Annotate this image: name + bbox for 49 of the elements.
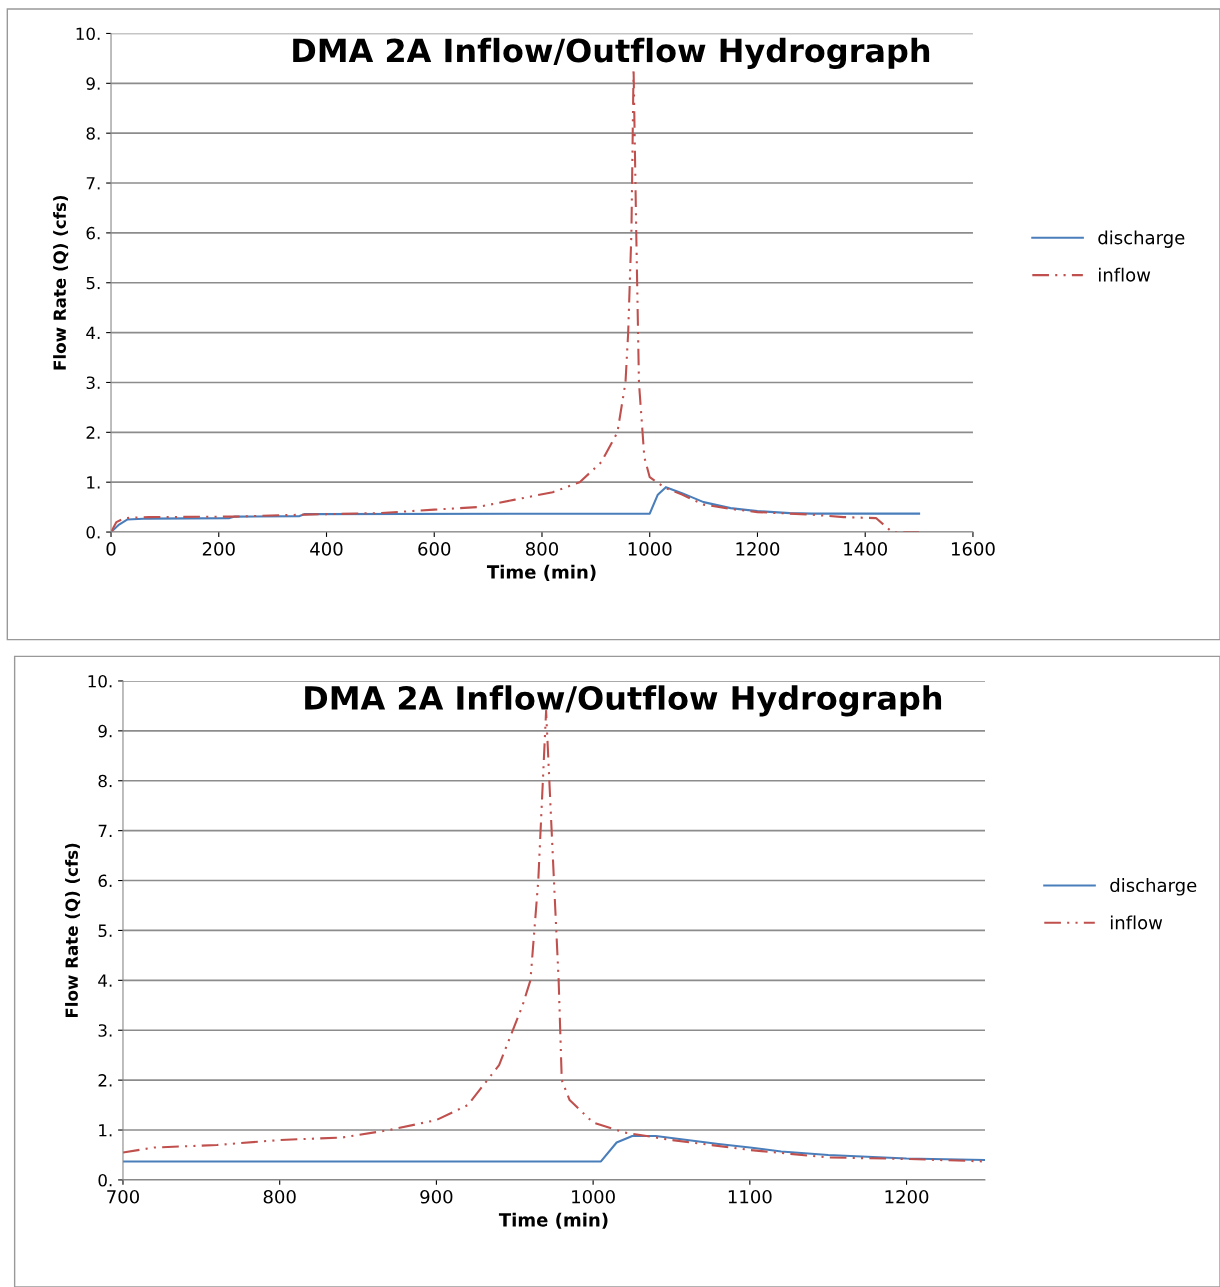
x-axis-title: Time (min) (486, 564, 596, 581)
y-tick-label: 10. (88, 674, 112, 688)
y-tick-label: 4. (98, 974, 112, 987)
y-tick-label: 8. (86, 127, 100, 140)
x-tick-label: 1600 (951, 542, 995, 556)
legend-label: inflow (1110, 915, 1163, 930)
y-tick-label: 1. (87, 476, 100, 489)
chart-title: DMA 2A Inflow/Outflow Hydrograph (293, 37, 930, 69)
x-tick-label: 0 (106, 542, 116, 556)
line-series (122, 1134, 985, 1163)
x-tick-label: 1200 (885, 1189, 929, 1204)
y-tick-label: 10. (76, 27, 100, 41)
legend-label: inflow (1099, 267, 1151, 282)
y-tick-label: 0. (86, 526, 100, 539)
x-tick-label: 1000 (628, 542, 672, 556)
y-tick-label: 8. (98, 774, 112, 788)
y-tick-label: 2. (86, 426, 100, 439)
y-tick-label: 3. (86, 376, 100, 390)
x-tick-label: 1000 (572, 1189, 615, 1204)
legend-label: discharge (1098, 230, 1185, 248)
x-tick-label: 400 (310, 542, 343, 556)
y-tick-label: 5. (98, 924, 112, 938)
y-tick-label: 1. (99, 1124, 112, 1137)
y-tick-label: 6. (98, 874, 112, 888)
y-tick-label: 9. (98, 724, 112, 738)
legend-label: discharge (1110, 878, 1197, 896)
x-tick-label: 900 (420, 1189, 453, 1204)
y-tick-label: 3. (98, 1024, 112, 1037)
y-tick-label: 6. (86, 226, 100, 240)
x-tick-label: 700 (107, 1189, 140, 1204)
y-tick-label: 7. (86, 177, 100, 190)
y-axis-title: Flow Rate (Q) (cfs) (65, 843, 81, 1018)
x-tick-label: 200 (202, 542, 235, 556)
x-tick-label: 600 (418, 542, 451, 556)
y-tick-label: 0. (98, 1173, 112, 1187)
y-tick-label: 4. (86, 326, 100, 339)
x-tick-label: 800 (263, 1189, 296, 1204)
x-tick-label: 1200 (736, 542, 780, 556)
chart-title: DMA 2A Inflow/Outflow Hydrograph (305, 685, 942, 717)
x-tick-label: 1100 (728, 1189, 772, 1204)
line-series (111, 486, 921, 533)
x-axis-title: Time (min) (498, 1212, 608, 1229)
x-tick-label: 800 (525, 542, 559, 556)
y-tick-label: 5. (86, 276, 100, 290)
y-axis-title: Flow Rate (Q) (cfs) (53, 195, 69, 370)
y-tick-label: 9. (86, 77, 100, 90)
y-tick-label: 7. (98, 824, 112, 837)
y-tick-label: 2. (98, 1074, 112, 1087)
x-tick-label: 1400 (844, 542, 887, 556)
